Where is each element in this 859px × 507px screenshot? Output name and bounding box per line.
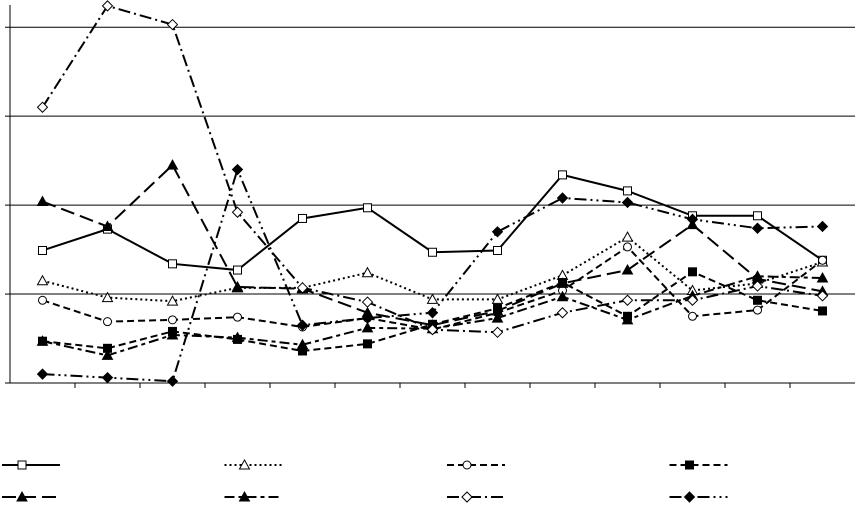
marker [361,296,374,308]
marker [238,458,251,470]
marker [38,295,47,305]
marker [426,307,439,319]
marker [491,312,504,323]
marker [101,291,114,303]
legend-entry [447,491,505,503]
marker [686,294,699,306]
marker [428,247,437,257]
marker [621,196,634,209]
marker [296,282,309,294]
marker [751,270,764,281]
marker [753,305,762,315]
marker [101,0,114,12]
marker [753,211,762,221]
marker [38,245,47,255]
marker [36,274,49,286]
marker [166,328,179,340]
marker [491,326,504,339]
marker [426,293,439,304]
marker [363,339,372,349]
marker [556,307,569,319]
marker [623,186,632,196]
marker [36,368,49,380]
marker [166,295,179,306]
marker [36,335,49,346]
marker [361,312,374,324]
marker [296,338,309,350]
marker [621,294,634,306]
marker [361,266,374,278]
marker [166,18,179,31]
marker [621,264,634,275]
marker [17,460,27,470]
marker [556,192,569,204]
marker [685,460,694,470]
marker [168,259,177,269]
legend-entry [224,458,283,470]
marker [623,242,632,252]
marker [233,312,242,322]
marker [818,255,827,265]
marker [753,295,762,305]
marker [298,213,307,223]
marker [556,277,569,288]
marker [233,265,242,275]
marker [16,490,28,502]
marker [36,101,49,113]
marker [683,491,696,503]
marker [231,206,244,218]
marker [816,220,829,233]
marker [621,231,634,242]
marker [296,319,309,331]
marker [493,245,502,255]
marker [491,293,504,304]
marker [168,315,177,325]
marker [231,163,244,176]
marker [361,321,374,333]
marker [238,490,251,502]
marker [688,311,697,321]
marker [231,331,244,343]
marker [103,317,112,327]
legend-entry [447,460,505,470]
marker [558,170,567,180]
marker [686,213,699,226]
legend-entry [2,460,60,470]
marker [751,222,764,234]
marker [166,375,179,387]
marker [101,220,114,231]
marker [751,280,764,292]
marker [462,460,472,470]
marker [426,323,439,336]
marker [101,371,114,384]
marker [231,280,244,292]
legend-entry [669,460,728,470]
legend-entry [2,490,60,502]
marker [491,226,504,238]
marker [816,272,829,283]
marker [166,159,179,170]
marker [816,290,829,302]
marker [621,313,634,325]
marker [101,349,114,360]
marker [688,267,697,277]
legend-entry [669,491,728,503]
marker [461,491,473,503]
marker [363,203,372,213]
marker [36,195,49,207]
marker [556,290,569,302]
legend-entry [224,490,283,502]
marker [818,306,827,316]
